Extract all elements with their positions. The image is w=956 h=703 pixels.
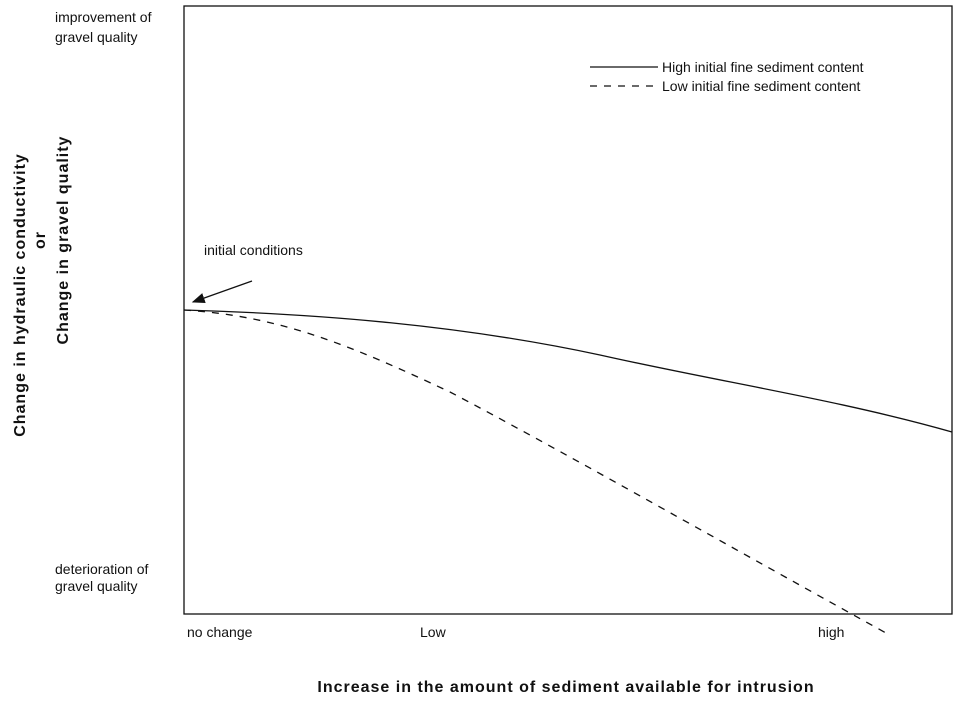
x-axis-title: Increase in the amount of sediment avail… xyxy=(317,679,814,696)
y-axis-title: Change in gravel quality xyxy=(55,136,72,345)
x-label: Low xyxy=(420,624,447,640)
legend-label: Low initial fine sediment content xyxy=(662,78,861,94)
y-top-label: improvement of xyxy=(55,9,152,25)
plot-frame xyxy=(183,5,953,615)
y-axis-title: or xyxy=(32,231,49,249)
x-label: no change xyxy=(187,624,253,640)
y-axis-title: Change in hydraulic conductivity xyxy=(12,153,29,437)
low-content-curve xyxy=(183,309,887,634)
y-top-label: gravel quality xyxy=(55,29,138,45)
legend-label: High initial fine sediment content xyxy=(662,59,864,75)
x-label: high xyxy=(818,624,844,640)
annotation-arrow xyxy=(191,280,253,303)
high-content-curve xyxy=(183,309,953,433)
y-bottom-label: deterioration of xyxy=(55,561,149,577)
annotation: initial conditions xyxy=(204,242,303,258)
y-bottom-label: gravel quality xyxy=(55,578,138,594)
